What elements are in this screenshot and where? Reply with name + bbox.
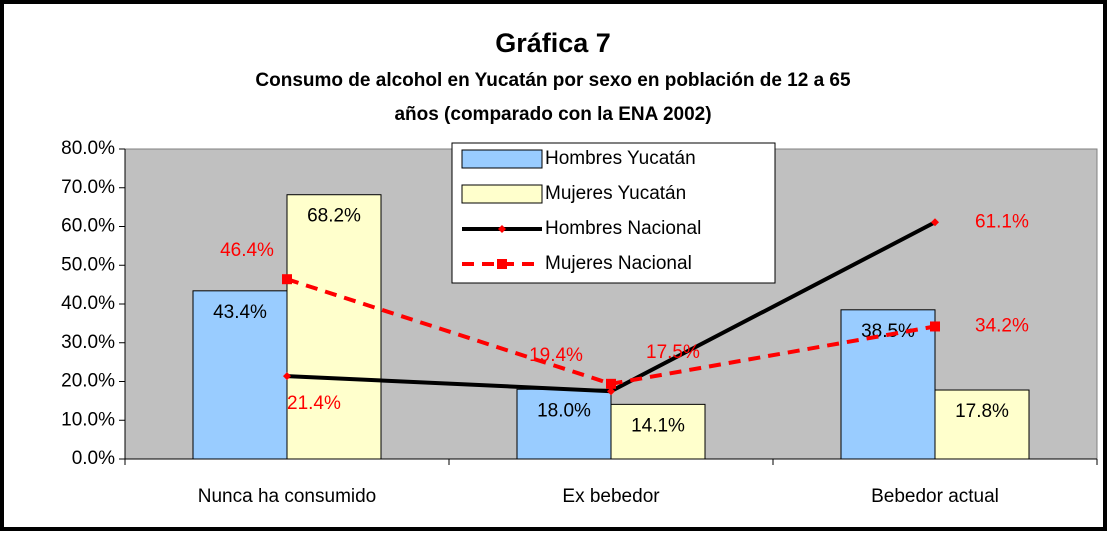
y-tick-label: 50.0% <box>61 254 115 275</box>
marker <box>931 218 939 227</box>
data-label: 34.2% <box>975 315 1029 336</box>
legend-label: Hombres Nacional <box>545 218 701 239</box>
data-label: 18.0% <box>537 400 591 421</box>
chart-subtitle: Consumo de alcohol en Yucatán por sexo e… <box>255 70 851 91</box>
x-tick-label: Bebedor actual <box>871 486 999 507</box>
marker <box>606 378 616 389</box>
marker <box>607 387 615 396</box>
bar <box>286 194 382 460</box>
legend-label: Hombres Yucatán <box>545 148 696 169</box>
chart-subtitle: años (comparado con la ENA 2002) <box>394 104 711 125</box>
data-label: 14.1% <box>631 415 685 436</box>
legend-label: Mujeres Yucatán <box>545 183 686 204</box>
data-label: 19.4% <box>529 345 583 366</box>
legend-marker <box>498 225 506 233</box>
y-tick-label: 40.0% <box>61 293 115 314</box>
y-tick-label: 60.0% <box>61 216 115 237</box>
y-tick-label: 80.0% <box>61 138 115 159</box>
data-label: 46.4% <box>220 240 274 261</box>
x-tick-label: Nunca ha consumido <box>198 486 377 507</box>
bar <box>934 389 1030 460</box>
legend-label: Mujeres Nacional <box>545 253 692 274</box>
y-tick-label: 10.0% <box>61 409 115 430</box>
bar <box>192 290 288 460</box>
data-label: 61.1% <box>975 211 1029 232</box>
data-label: 43.4% <box>213 302 267 323</box>
data-label: 21.4% <box>287 393 341 414</box>
bar <box>516 388 612 460</box>
marker <box>930 321 940 332</box>
y-tick-label: 20.0% <box>61 371 115 392</box>
bar <box>610 403 706 460</box>
x-tick-label: Ex bebedor <box>562 486 660 507</box>
data-label: 17.5% <box>646 342 700 363</box>
marker <box>282 274 292 285</box>
legend-swatch <box>461 149 543 169</box>
data-label: 17.8% <box>955 401 1009 422</box>
marker <box>283 372 291 381</box>
y-tick-label: 30.0% <box>61 332 115 353</box>
y-tick-label: 0.0% <box>72 448 115 469</box>
legend-swatch <box>461 184 543 204</box>
legend-marker <box>497 259 507 269</box>
chart-title: Gráfica 7 <box>495 28 611 58</box>
y-tick-label: 70.0% <box>61 177 115 198</box>
data-label: 68.2% <box>307 206 361 227</box>
